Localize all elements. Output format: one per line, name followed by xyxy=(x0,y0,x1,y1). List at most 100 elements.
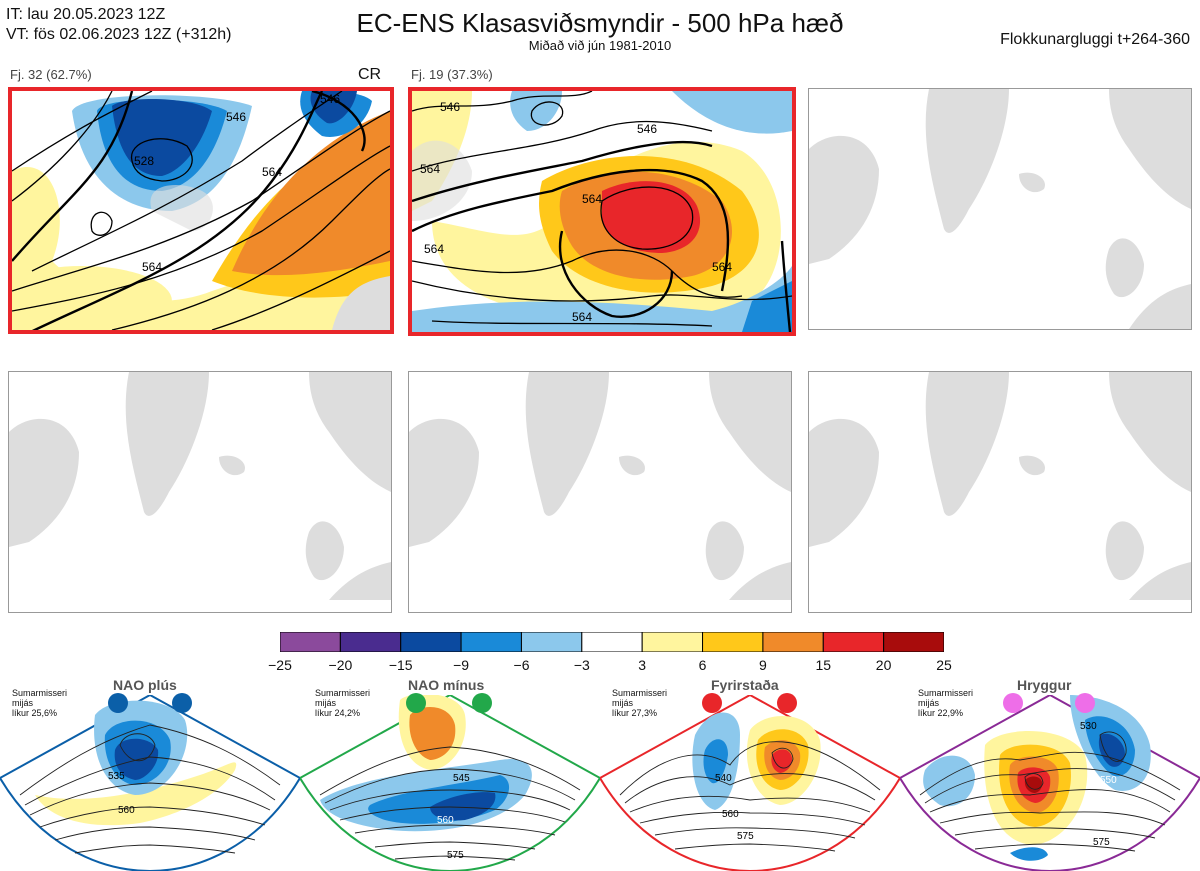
regime-nao-plus-title: NAO plús xyxy=(113,677,177,693)
panel-1-tag: CR xyxy=(358,66,382,83)
basemap-5 xyxy=(409,372,791,600)
colorbar-tick-label: 3 xyxy=(638,657,647,673)
colorbar-bin xyxy=(762,632,824,652)
colorbar-tick-label: 15 xyxy=(815,657,832,673)
regime-fyrirstada-dot-1 xyxy=(702,693,722,713)
basemap-6 xyxy=(809,372,1191,600)
regime-hryggur-dot-2 xyxy=(1075,693,1095,713)
cluster-map-2-contour-546b: 546 xyxy=(637,122,657,136)
regime-map-nao-plus: 535 560 xyxy=(0,695,300,871)
panel-1-label: Fj. 32 (62.7%) xyxy=(10,67,92,82)
cluster-map-2-contour-564c: 564 xyxy=(424,242,444,256)
regime-nao-minus-label-575: 575 xyxy=(447,850,464,861)
regime-nao-plus-dot-2 xyxy=(172,693,192,713)
regime-fyrirstada-prob: líkur 27,3% xyxy=(612,708,658,718)
colorbar-bin xyxy=(339,632,402,652)
regime-hryggur-label-550: 550 xyxy=(1100,775,1117,786)
regime-hryggur-info: Sumarmisseri mijás líkur 22,9% xyxy=(918,688,988,718)
regime-hryggur-season: Sumarmisseri xyxy=(918,688,974,698)
cluster-map-4-empty xyxy=(8,371,392,613)
cluster-map-2-contour-564a: 564 xyxy=(582,192,602,206)
basemap-3 xyxy=(809,89,1191,329)
colorbar-bin xyxy=(883,632,944,652)
cluster-map-1-field: 528 546 564 564 546 xyxy=(12,91,390,330)
colorbar-bin xyxy=(581,632,643,652)
regime-nao-minus-dot-2 xyxy=(472,693,492,713)
cluster-map-1-contour-546: 546 xyxy=(226,110,246,124)
regime-fyrirstada-qualifier: mijás xyxy=(612,698,634,708)
cluster-map-5-empty xyxy=(408,371,792,613)
regime-fyrirstada-label-575: 575 xyxy=(737,831,754,842)
regime-nao-minus-info: Sumarmisseri mijás líkur 24,2% xyxy=(315,688,385,718)
cluster-map-2-field: 546 546 564 564 564 564 564 xyxy=(412,91,792,332)
colorbar-bin xyxy=(822,632,885,652)
cluster-map-2-contour-546a: 546 xyxy=(440,100,460,114)
classification-window: Flokkunargluggi t+264-360 xyxy=(1000,31,1190,48)
regime-nao-plus-qualifier: mijás xyxy=(12,698,34,708)
regime-nao-minus-title: NAO mínus xyxy=(408,677,485,693)
regime-nao-minus-label-545: 545 xyxy=(453,773,470,784)
colorbar-tick-label: −3 xyxy=(573,657,590,673)
cluster-map-2-contour-564b: 564 xyxy=(420,162,440,176)
cluster-map-3-empty xyxy=(808,88,1192,330)
cluster-map-1-contour-564b: 564 xyxy=(142,260,162,274)
basemap-4 xyxy=(9,372,391,600)
colorbar xyxy=(280,632,944,652)
header-times: IT: lau 20.05.2023 12Z VT: fös 02.06.202… xyxy=(6,5,231,45)
regime-hryggur-title: Hryggur xyxy=(1017,677,1072,693)
regime-map-hryggur: 530 550 575 xyxy=(900,695,1200,871)
regime-hryggur-prob: líkur 22,9% xyxy=(918,708,964,718)
valid-time: VT: fös 02.06.2023 12Z (+312h) xyxy=(6,26,232,43)
regime-nao-minus-prob: líkur 24,2% xyxy=(315,708,361,718)
colorbar-tick-label: 6 xyxy=(698,657,707,673)
regime-fyrirstada-title: Fyrirstaða xyxy=(711,677,779,693)
regime-hryggur-dot-1 xyxy=(1003,693,1023,713)
cluster-map-1[interactable]: 528 546 564 564 546 xyxy=(8,87,394,334)
regime-nao-plus-info: Sumarmisseri mijás líkur 25,6% xyxy=(12,688,82,718)
regime-map-fyrirstada: 540 560 575 xyxy=(600,695,900,871)
colorbar-bin xyxy=(641,632,704,652)
colorbar-tick-label: 9 xyxy=(758,657,767,673)
regime-nao-plus-season: Sumarmisseri xyxy=(12,688,68,698)
colorbar-bin xyxy=(280,632,341,652)
regime-nao-minus-label-560: 560 xyxy=(437,815,454,826)
regime-fyrirstada-season: Sumarmisseri xyxy=(612,688,668,698)
colorbar-tick-label: −20 xyxy=(328,657,353,673)
cluster-map-2[interactable]: 546 546 564 564 564 564 564 xyxy=(408,87,796,336)
cluster-map-1-contour-528: 528 xyxy=(134,154,154,168)
cluster-map-1-contour-564a: 564 xyxy=(262,165,282,179)
colorbar-bin xyxy=(520,632,583,652)
regime-fyrirstada-label-560: 560 xyxy=(722,809,739,820)
regime-nao-minus-qualifier: mijás xyxy=(315,698,337,708)
regime-nao-minus-season: Sumarmisseri xyxy=(315,688,371,698)
regime-nao-minus-dot-1 xyxy=(406,693,426,713)
regime-hryggur-label-575: 575 xyxy=(1093,837,1110,848)
colorbar-tick-label: 25 xyxy=(936,657,952,673)
colorbar-tick-label: −25 xyxy=(268,657,292,673)
colorbar-tick-label: 20 xyxy=(875,657,892,673)
colorbar-tick-label: −6 xyxy=(513,657,530,673)
cluster-map-2-contour-564e: 564 xyxy=(572,310,592,324)
colorbar-tick-label: −15 xyxy=(388,657,413,673)
regime-fyrirstada-label-540: 540 xyxy=(715,773,732,784)
cluster-map-1-contour-546b: 546 xyxy=(320,92,340,106)
regime-nao-plus-label-560: 560 xyxy=(118,805,135,816)
regime-nao-plus-prob: líkur 25,6% xyxy=(12,708,58,718)
regime-fyrirstada-dot-2 xyxy=(777,693,797,713)
regime-hryggur-label-530: 530 xyxy=(1080,721,1097,732)
colorbar-bin xyxy=(400,632,462,652)
panel-2-label: Fj. 19 (37.3%) xyxy=(411,67,493,82)
colorbar-tick-label: −9 xyxy=(453,657,470,673)
regime-nao-plus-label-535: 535 xyxy=(108,771,125,782)
colorbar-bin xyxy=(702,632,764,652)
cluster-map-6-empty xyxy=(808,371,1192,613)
regime-map-nao-minus: 545 560 575 xyxy=(300,695,600,871)
regime-nao-plus-dot-1 xyxy=(108,693,128,713)
regime-fyrirstada-info: Sumarmisseri mijás líkur 27,3% xyxy=(612,688,682,718)
init-time: IT: lau 20.05.2023 12Z xyxy=(6,6,166,23)
page-title: EC-ENS Klasasviðsmyndir - 500 hPa hæð xyxy=(356,8,844,38)
page-subtitle: Miðað við jún 1981-2010 xyxy=(528,38,672,53)
regime-hryggur-qualifier: mijás xyxy=(918,698,940,708)
colorbar-bin xyxy=(460,632,522,652)
cluster-map-2-contour-564d: 564 xyxy=(712,260,732,274)
